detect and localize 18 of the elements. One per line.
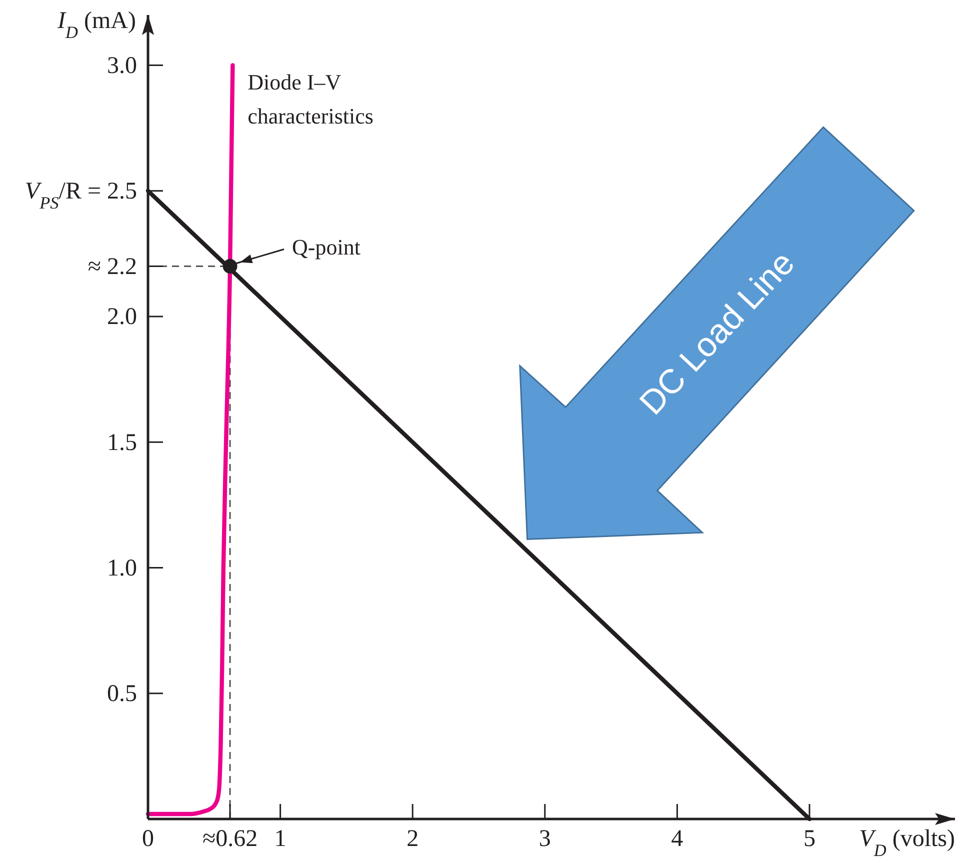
x-axis-title: V$_{D}$ (volts)	[859, 826, 955, 859]
y-tick-label: 1.0	[107, 555, 137, 582]
x-tick-label: 2	[406, 826, 419, 852]
series-label: Diode I–V characteristics	[248, 69, 374, 128]
annotation: Q-point	[292, 234, 360, 260]
y-tick-label: 1.5	[107, 430, 137, 456]
y-tick-label: V$_{PS}$/R = 2.5	[24, 178, 137, 212]
y-tick-label: 3.0	[107, 52, 137, 79]
y-tick-label: ≈ 2.2	[88, 254, 137, 280]
x-tick-label: 1	[274, 826, 286, 852]
x-tick-label: 3	[538, 826, 551, 852]
x-tick-label: 4	[671, 826, 684, 852]
y-tick-label: 0.5	[107, 681, 137, 708]
y-axis-title: I$_{D}$ (mA)	[56, 8, 136, 42]
x-tick-label: 5	[803, 826, 816, 852]
y-tick-label: 2.0	[107, 304, 137, 330]
x-tick-label: 0	[142, 826, 154, 852]
x-tick-label: ≈0.62	[202, 826, 258, 852]
